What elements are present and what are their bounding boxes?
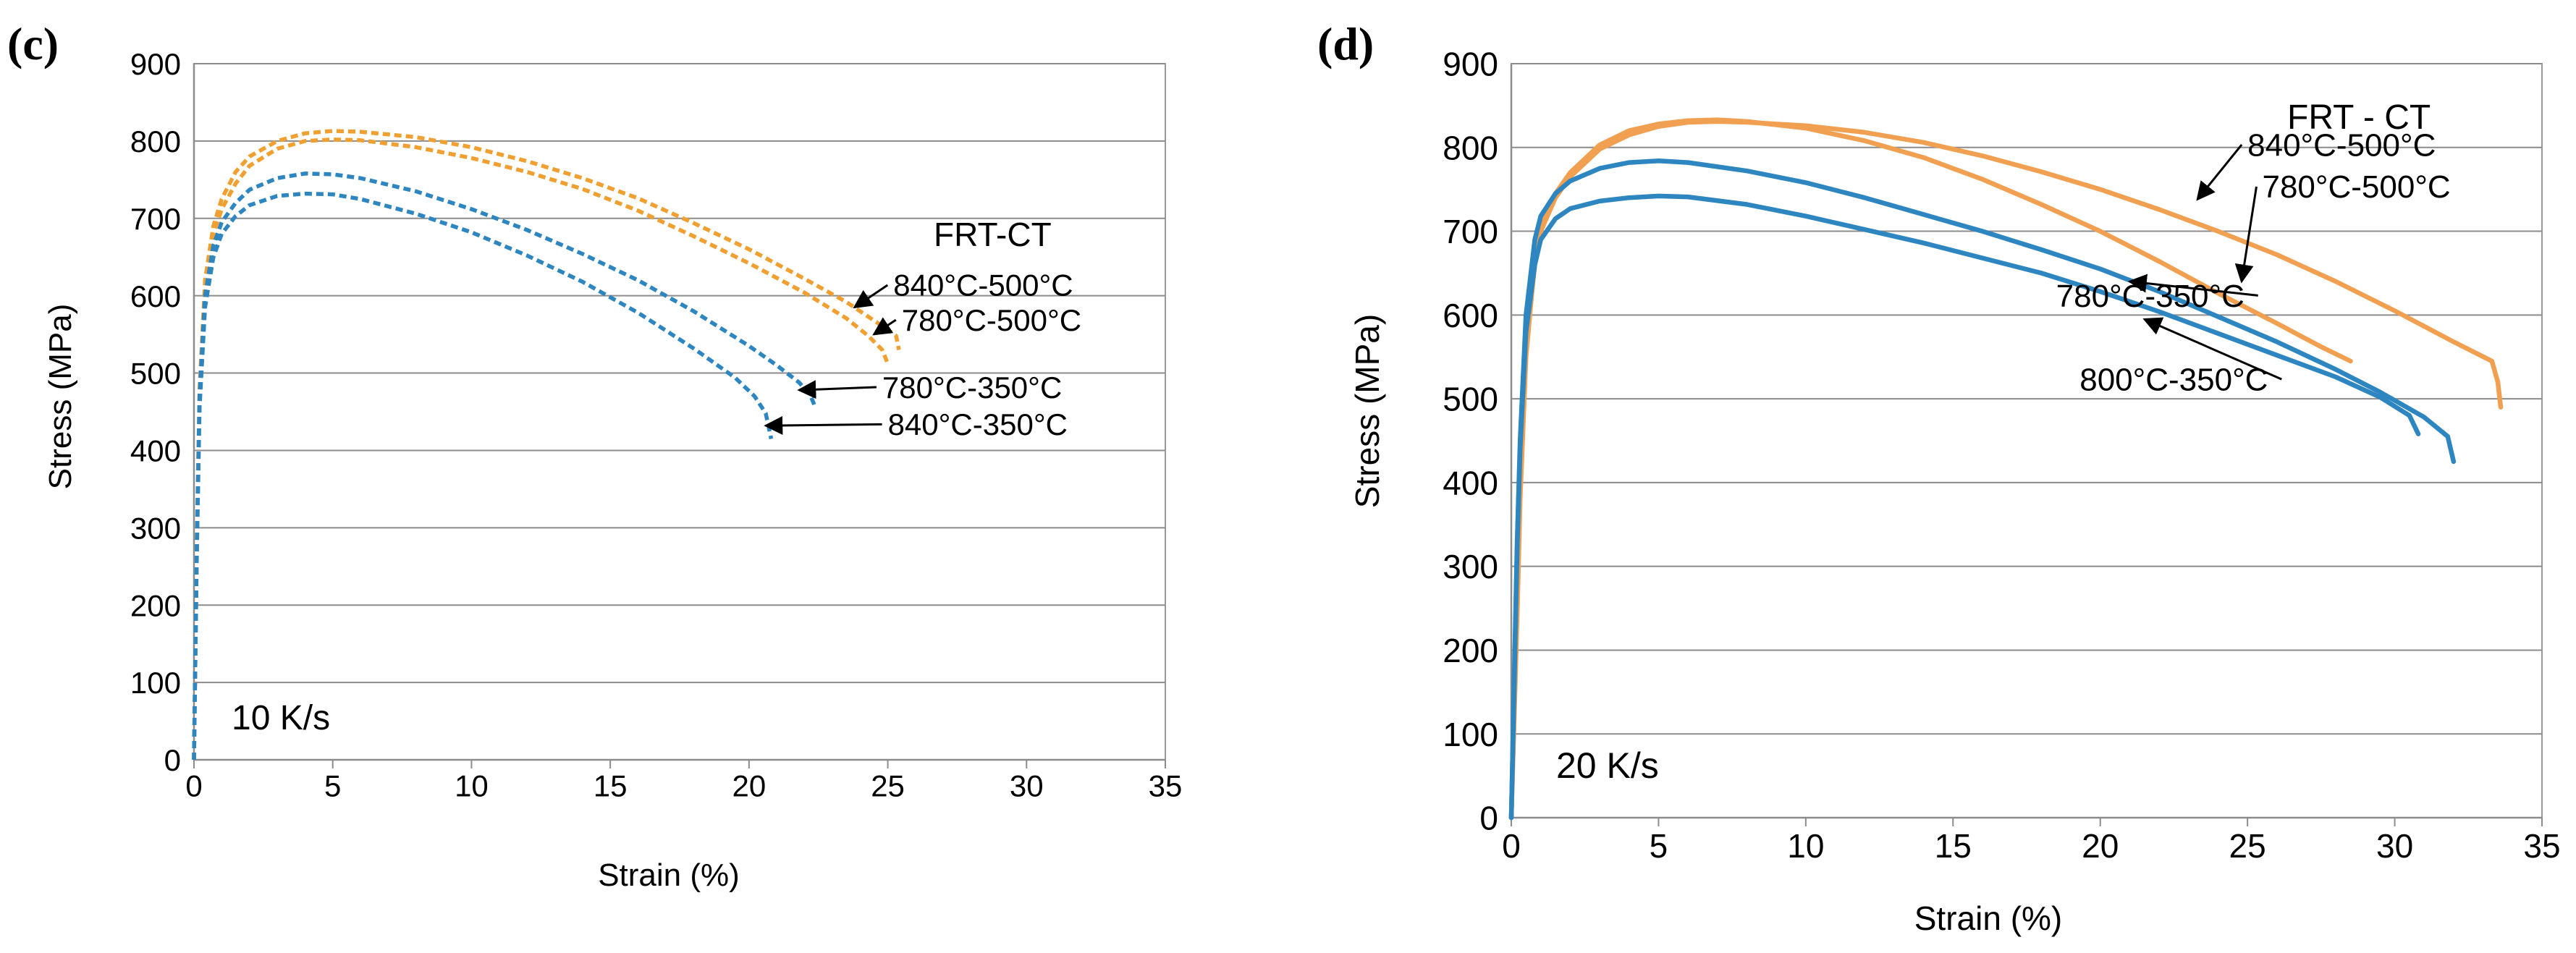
legend-title-d: FRT - CT xyxy=(2287,98,2431,137)
series-label-c-840-500: 840°C-500°C xyxy=(893,268,1073,302)
x-tick-label-c: 10 xyxy=(455,768,489,802)
x-tick-label-d: 5 xyxy=(1650,827,1668,865)
x-tick-label-d: 35 xyxy=(2523,827,2560,865)
x-axis-label-d: Strain (%) xyxy=(1914,899,2062,937)
series-line-c-780-500 xyxy=(192,137,890,761)
x-tick-label-c: 20 xyxy=(732,768,766,802)
annotation-arrow-c-840-500 xyxy=(853,284,889,309)
annotation-arrow-d-800-350 xyxy=(2142,317,2282,381)
series-label-d-840-500: 840°C-500°C xyxy=(2247,127,2436,163)
annotation-20ks: 20 K/s xyxy=(1556,745,1659,786)
y-tick-label-d: 100 xyxy=(1443,716,1498,753)
x-tick-label-c: 30 xyxy=(1010,768,1044,802)
x-tick-label-d: 20 xyxy=(2082,827,2119,865)
y-axis-label-c: Stress (MPa) xyxy=(43,304,78,490)
y-tick-label-d: 500 xyxy=(1443,381,1498,418)
legend-title-c: FRT-CT xyxy=(934,216,1052,253)
annotation-arrow-c-780-350 xyxy=(797,380,877,399)
y-tick-label-c: 700 xyxy=(130,202,181,236)
series-line-c-840-350 xyxy=(192,191,774,761)
y-tick-label-c: 400 xyxy=(130,434,181,468)
annotation-arrow-d-780-350 xyxy=(2127,274,2258,297)
series-label-d-800-350: 800°C-350°C xyxy=(2079,363,2268,398)
series-label-d-780-350: 780°C-350°C xyxy=(2056,279,2245,314)
y-tick-label-d: 0 xyxy=(1479,800,1498,837)
annotation-10ks: 10 K/s xyxy=(232,699,330,737)
x-axis-label-c: Strain (%) xyxy=(598,857,740,893)
series-line-c-780-350 xyxy=(192,171,818,761)
y-tick-label-c: 900 xyxy=(130,47,181,81)
x-tick-label-d: 30 xyxy=(2376,827,2413,865)
annotation-arrow-d-780-500 xyxy=(2234,186,2258,284)
x-tick-label-d: 15 xyxy=(1935,827,1972,865)
y-tick-label-c: 500 xyxy=(130,357,181,391)
annotation-arrow-c-840-350 xyxy=(764,415,882,435)
annotation-arrow-d-840-500 xyxy=(2196,144,2243,201)
x-tick-label-c: 0 xyxy=(185,768,202,802)
series-label-c-780-500: 780°C-500°C xyxy=(902,303,1081,337)
y-tick-label-d: 200 xyxy=(1443,632,1498,669)
series-line-d-780-500 xyxy=(1508,117,2353,821)
y-axis-label-d: Stress (MPa) xyxy=(1348,314,1386,508)
x-tick-label-d: 10 xyxy=(1787,827,1824,865)
x-tick-label-c: 35 xyxy=(1149,768,1183,802)
y-tick-label-d: 800 xyxy=(1443,129,1498,166)
series-line-d-840-500 xyxy=(1508,119,2504,821)
y-tick-label-d: 400 xyxy=(1443,464,1498,501)
series-line-d-780-350 xyxy=(1508,193,2421,821)
series-label-d-780-500: 780°C-500°C xyxy=(2262,169,2450,205)
x-tick-label-c: 25 xyxy=(871,768,905,802)
y-tick-label-c: 200 xyxy=(130,588,181,622)
series-label-c-840-350: 840°C-350°C xyxy=(888,407,1068,441)
y-tick-label-c: 600 xyxy=(130,279,181,313)
y-tick-label-c: 100 xyxy=(130,666,181,700)
panel-label-c: (c) xyxy=(7,18,59,69)
y-tick-label-d: 600 xyxy=(1443,297,1498,334)
y-tick-label-d: 700 xyxy=(1443,213,1498,250)
x-tick-label-c: 15 xyxy=(594,768,628,802)
chart-d: (d) 20 K/s FRT - CT Strain (%) Stress (M… xyxy=(1317,18,2561,937)
y-tick-label-c: 0 xyxy=(164,743,181,777)
y-tick-label-d: 900 xyxy=(1443,46,1498,83)
series-label-c-780-350: 780°C-350°C xyxy=(882,370,1062,405)
y-tick-label-c: 800 xyxy=(130,124,181,158)
y-tick-label-c: 300 xyxy=(130,511,181,545)
x-tick-label-d: 0 xyxy=(1502,827,1521,865)
x-tick-label-d: 25 xyxy=(2229,827,2266,865)
annotation-arrow-c-780-500 xyxy=(872,317,897,336)
chart-c: (c) 10 K/s FRT-CT Strain (%) Stress (MPa… xyxy=(7,18,1182,893)
series-line-c-840-500 xyxy=(192,129,901,761)
x-tick-label-c: 5 xyxy=(324,768,341,802)
y-tick-label-d: 300 xyxy=(1443,548,1498,585)
series-line-d-800-350 xyxy=(1508,158,2457,821)
panel-label-d: (d) xyxy=(1317,18,1374,69)
